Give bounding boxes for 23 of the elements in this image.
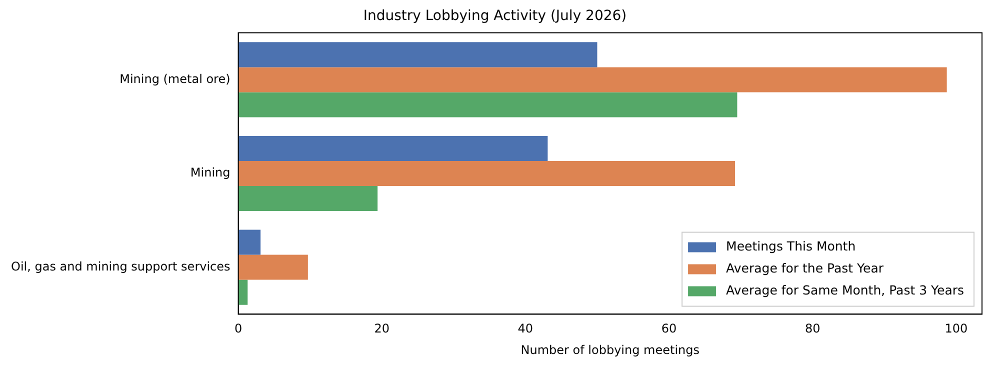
- bar: [238, 254, 308, 280]
- y-tick-label: Oil, gas and mining support services: [10, 259, 230, 274]
- y-tick-label: Mining (metal ore): [120, 72, 230, 86]
- chart-title: Industry Lobbying Activity (July 2026): [363, 8, 627, 24]
- x-axis-title: Number of lobbying meetings: [520, 342, 700, 357]
- bar: [238, 160, 736, 186]
- y-tick-label: Mining: [190, 166, 230, 180]
- bar: [238, 136, 548, 161]
- bar: [238, 280, 248, 305]
- x-tick-label: 40: [518, 322, 534, 336]
- bar: [238, 186, 378, 212]
- x-tick-label: 60: [661, 322, 677, 336]
- bar: [238, 67, 947, 92]
- bar: [238, 42, 598, 68]
- x-tick-label: 100: [944, 322, 968, 336]
- legend-label: Average for Same Month, Past 3 Years: [726, 282, 964, 298]
- x-tick-label: 20: [374, 322, 390, 336]
- legend-label: Average for the Past Year: [726, 260, 884, 276]
- bar: [238, 92, 738, 118]
- legend-label: Meetings This Month: [726, 238, 856, 254]
- x-tick-label: 0: [234, 322, 242, 336]
- x-tick-label: 80: [804, 322, 820, 336]
- bar: [238, 230, 261, 255]
